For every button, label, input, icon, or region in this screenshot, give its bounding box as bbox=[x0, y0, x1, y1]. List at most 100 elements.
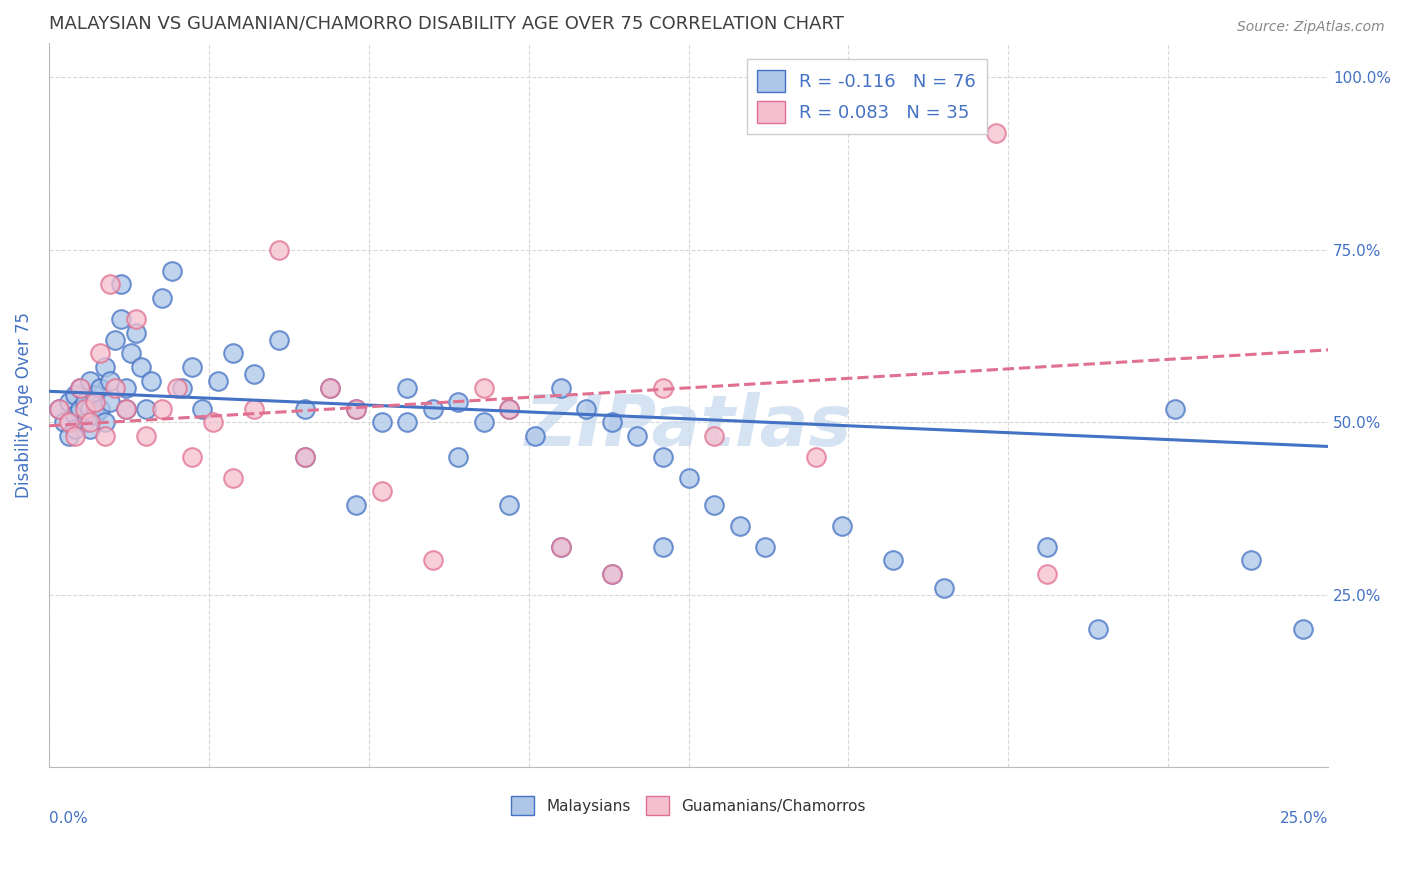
Point bbox=[550, 540, 572, 554]
Point bbox=[294, 450, 316, 464]
Point bbox=[319, 381, 342, 395]
Point bbox=[100, 374, 122, 388]
Point bbox=[934, 581, 956, 595]
Point bbox=[141, 374, 163, 388]
Point bbox=[242, 401, 264, 416]
Point bbox=[73, 415, 96, 429]
Point bbox=[63, 388, 86, 402]
Point bbox=[48, 401, 70, 416]
Point bbox=[1035, 567, 1057, 582]
Point bbox=[125, 326, 148, 340]
Point bbox=[575, 401, 598, 416]
Point bbox=[207, 374, 229, 388]
Point bbox=[652, 540, 675, 554]
Point bbox=[89, 401, 111, 416]
Point bbox=[58, 394, 80, 409]
Point bbox=[100, 277, 122, 292]
Text: Source: ZipAtlas.com: Source: ZipAtlas.com bbox=[1237, 20, 1385, 34]
Text: 0.0%: 0.0% bbox=[49, 811, 87, 826]
Point bbox=[48, 401, 70, 416]
Point bbox=[703, 498, 725, 512]
Point bbox=[150, 291, 173, 305]
Point bbox=[370, 415, 392, 429]
Point bbox=[344, 401, 367, 416]
Point bbox=[84, 394, 107, 409]
Point bbox=[79, 415, 101, 429]
Point bbox=[191, 401, 214, 416]
Point bbox=[89, 346, 111, 360]
Point bbox=[498, 498, 520, 512]
Point bbox=[110, 311, 132, 326]
Point bbox=[1163, 401, 1185, 416]
Point bbox=[79, 401, 101, 416]
Point bbox=[135, 429, 157, 443]
Point bbox=[652, 450, 675, 464]
Point bbox=[150, 401, 173, 416]
Point bbox=[181, 450, 204, 464]
Point bbox=[984, 126, 1007, 140]
Point bbox=[73, 401, 96, 416]
Point bbox=[1240, 553, 1263, 567]
Point bbox=[104, 381, 127, 395]
Point bbox=[94, 415, 117, 429]
Point bbox=[524, 429, 547, 443]
Point bbox=[422, 553, 444, 567]
Point bbox=[447, 394, 470, 409]
Point bbox=[550, 540, 572, 554]
Point bbox=[58, 429, 80, 443]
Point bbox=[294, 401, 316, 416]
Point bbox=[222, 346, 245, 360]
Point bbox=[69, 381, 91, 395]
Point bbox=[135, 401, 157, 416]
Y-axis label: Disability Age Over 75: Disability Age Over 75 bbox=[15, 312, 32, 498]
Point bbox=[344, 498, 367, 512]
Point bbox=[600, 567, 623, 582]
Point bbox=[396, 381, 419, 395]
Point bbox=[600, 415, 623, 429]
Point bbox=[472, 381, 495, 395]
Point bbox=[170, 381, 193, 395]
Point bbox=[114, 401, 136, 416]
Point bbox=[626, 429, 648, 443]
Point bbox=[370, 484, 392, 499]
Point bbox=[600, 567, 623, 582]
Point bbox=[160, 263, 183, 277]
Point bbox=[550, 381, 572, 395]
Point bbox=[1035, 540, 1057, 554]
Point bbox=[201, 415, 224, 429]
Point bbox=[242, 367, 264, 381]
Point bbox=[79, 374, 101, 388]
Point bbox=[63, 429, 86, 443]
Point bbox=[58, 415, 80, 429]
Point bbox=[100, 394, 122, 409]
Text: ZIPatlas: ZIPatlas bbox=[524, 392, 852, 461]
Point bbox=[94, 429, 117, 443]
Text: 25.0%: 25.0% bbox=[1279, 811, 1329, 826]
Point bbox=[344, 401, 367, 416]
Point bbox=[63, 422, 86, 436]
Point bbox=[831, 518, 853, 533]
Point bbox=[222, 470, 245, 484]
Point bbox=[166, 381, 188, 395]
Point bbox=[84, 388, 107, 402]
Point bbox=[181, 360, 204, 375]
Point bbox=[1087, 622, 1109, 636]
Point bbox=[447, 450, 470, 464]
Point bbox=[94, 360, 117, 375]
Point bbox=[53, 415, 76, 429]
Point bbox=[125, 311, 148, 326]
Point bbox=[269, 243, 291, 257]
Point bbox=[89, 381, 111, 395]
Point bbox=[728, 518, 751, 533]
Point bbox=[110, 277, 132, 292]
Point bbox=[498, 401, 520, 416]
Point bbox=[319, 381, 342, 395]
Point bbox=[120, 346, 142, 360]
Text: MALAYSIAN VS GUAMANIAN/CHAMORRO DISABILITY AGE OVER 75 CORRELATION CHART: MALAYSIAN VS GUAMANIAN/CHAMORRO DISABILI… bbox=[49, 15, 844, 33]
Point bbox=[114, 401, 136, 416]
Point bbox=[703, 429, 725, 443]
Legend: Malaysians, Guamanians/Chamorros: Malaysians, Guamanians/Chamorros bbox=[505, 790, 872, 822]
Point bbox=[294, 450, 316, 464]
Point bbox=[652, 381, 675, 395]
Point bbox=[84, 409, 107, 423]
